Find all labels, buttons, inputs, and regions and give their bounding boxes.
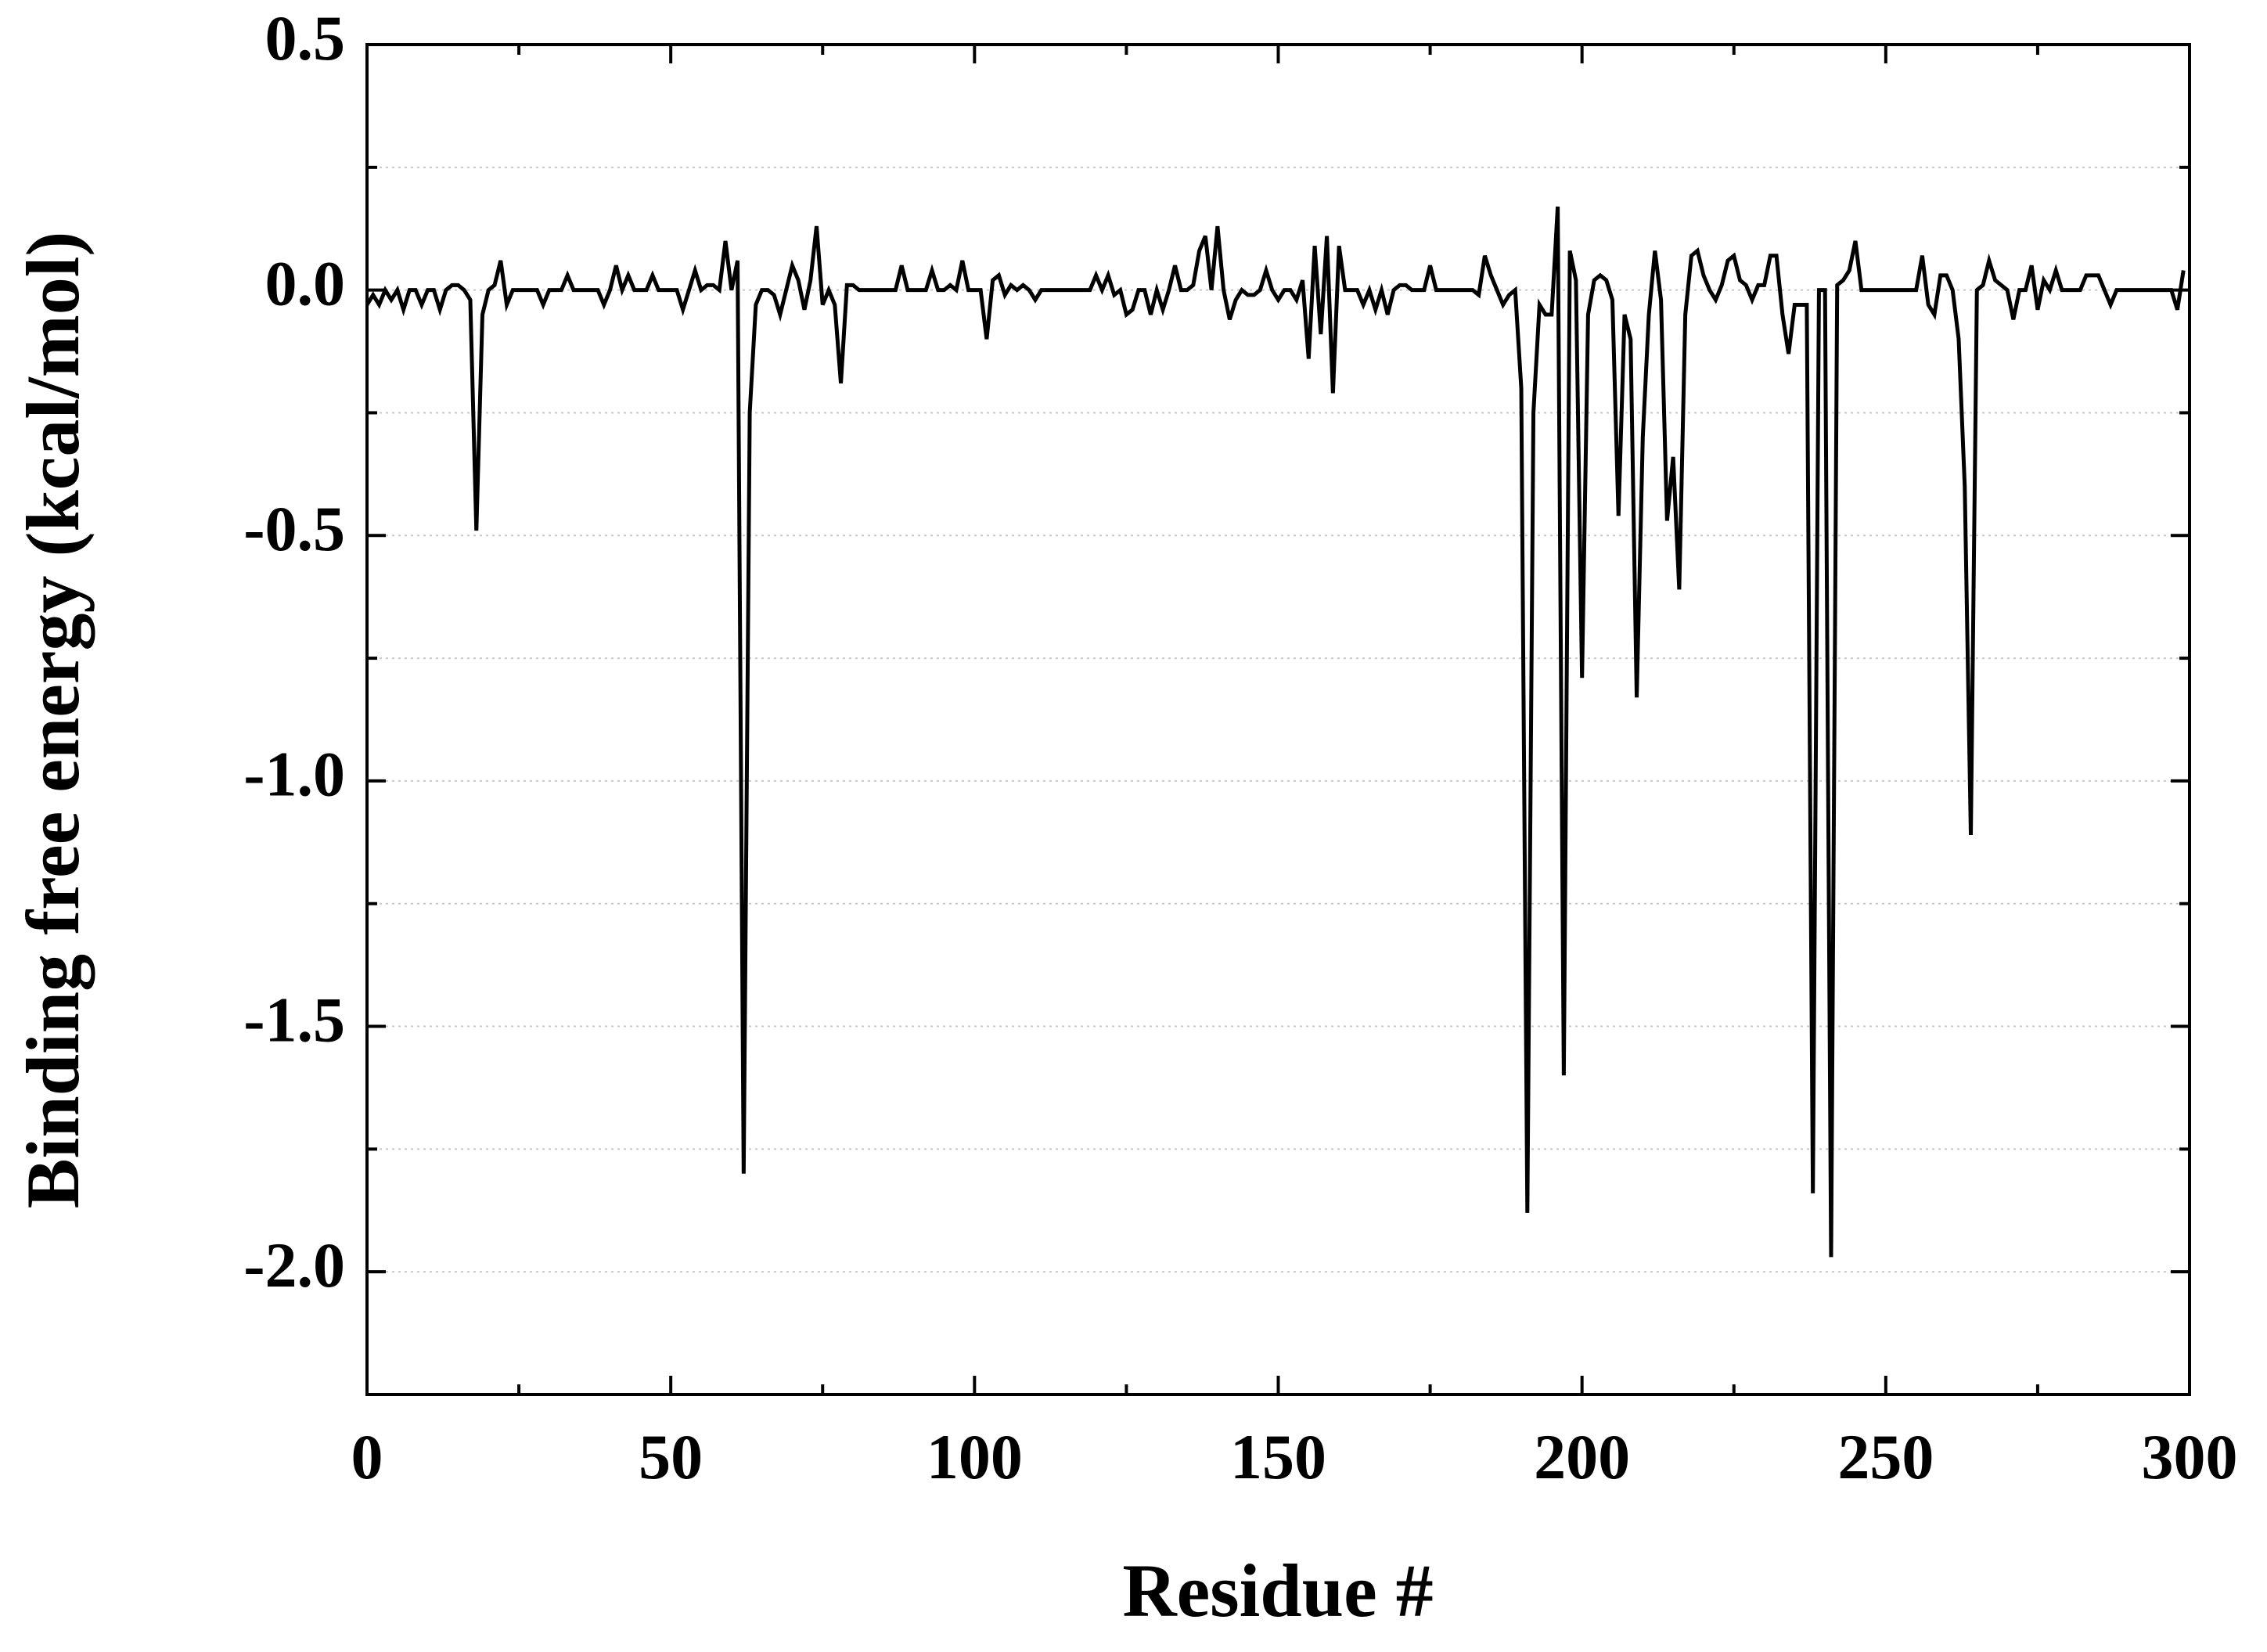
y-tick-label: -0.5 bbox=[243, 493, 345, 564]
y-tick-label: -1.5 bbox=[243, 984, 345, 1055]
y-tick-label: -2.0 bbox=[243, 1229, 345, 1301]
x-tick-label: 0 bbox=[351, 1421, 383, 1492]
x-tick-label: 300 bbox=[2142, 1421, 2238, 1492]
x-axis-title: Residue # bbox=[1122, 1549, 1433, 1632]
x-tick-label: 50 bbox=[639, 1421, 703, 1492]
plot-frame bbox=[365, 43, 2191, 1396]
x-tick-label: 250 bbox=[1837, 1421, 1934, 1492]
y-axis-title: Binding free energy (kcal/mol) bbox=[11, 232, 95, 1209]
x-tick-label: 200 bbox=[1534, 1421, 1630, 1492]
x-tick-label: 100 bbox=[927, 1421, 1023, 1492]
y-tick-label: -1.0 bbox=[243, 739, 345, 810]
y-tick-label: 0.0 bbox=[265, 247, 346, 319]
data-line bbox=[365, 206, 2186, 1258]
y-tick-label: 0.5 bbox=[265, 2, 346, 74]
x-tick-label: 150 bbox=[1230, 1421, 1326, 1492]
